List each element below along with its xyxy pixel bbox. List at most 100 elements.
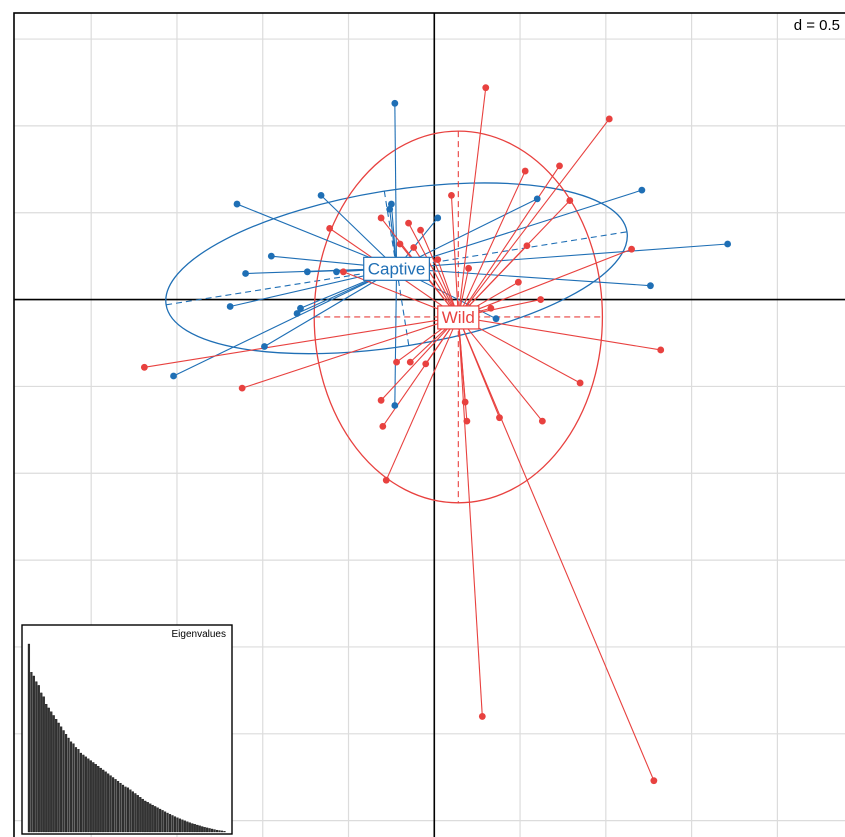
- eigenvalue-bar: [84, 756, 87, 833]
- eigenvalue-bar: [107, 773, 110, 833]
- axes: [14, 13, 845, 837]
- eigenvalue-bar: [206, 827, 209, 833]
- eigenvalue-bar: [45, 704, 48, 833]
- point-wild: [238, 384, 246, 392]
- point-captive: [317, 191, 325, 199]
- eigenvalue-bar: [173, 816, 177, 833]
- point-wild: [487, 304, 495, 312]
- point-captive: [303, 268, 311, 276]
- eigenvalue-bar: [37, 685, 40, 833]
- eigenvalue-bar: [141, 798, 144, 833]
- point-captive: [492, 315, 500, 323]
- eigenvalue-bar: [163, 811, 167, 833]
- spoke-wild: [457, 245, 528, 318]
- eigenvalue-bar: [121, 784, 125, 833]
- spoke-captive: [320, 194, 397, 269]
- eigenvalue-bar: [149, 803, 152, 833]
- eigenvalue-bar: [203, 827, 206, 833]
- eigenvalues-inset: Eigenvalues: [21, 624, 233, 835]
- spoke-wild: [457, 118, 610, 318]
- group-labels: Captive Wild: [363, 256, 480, 330]
- point-captive: [267, 252, 275, 260]
- eigenvalue-bar: [69, 741, 73, 833]
- eigenvalue-bar: [218, 830, 221, 833]
- eigenvalue-bar: [181, 819, 184, 833]
- eigenvalue-bar: [52, 715, 55, 833]
- eigenvalue-bar: [223, 831, 226, 833]
- eigenvalue-bar: [35, 681, 38, 833]
- eigenvalue-bar: [136, 795, 139, 833]
- eigenvalue-bar: [30, 672, 33, 833]
- spoke-wild: [385, 316, 459, 481]
- point-wild: [377, 396, 385, 404]
- point-wild: [463, 417, 471, 425]
- eigenvalue-bar: [116, 781, 120, 833]
- eigenvalue-bar: [139, 797, 142, 833]
- eigenvalue-bar: [188, 822, 191, 833]
- point-wild: [405, 219, 412, 227]
- spoke-wild: [457, 87, 487, 318]
- point-captive: [391, 99, 399, 107]
- eigenvalue-bar: [74, 747, 78, 833]
- point-wild: [382, 476, 390, 484]
- scale-label: d = 0.5: [794, 17, 840, 34]
- eigenvalue-bar: [178, 818, 182, 833]
- eigenvalue-bar: [166, 812, 169, 833]
- group-label-box-wild: [437, 305, 480, 330]
- spoke-wild: [241, 316, 459, 389]
- eigenvalue-bar: [196, 824, 199, 833]
- point-captive: [226, 303, 234, 310]
- point-wild: [576, 379, 584, 387]
- eigenvalue-bar: [114, 779, 117, 833]
- point-wild: [521, 167, 529, 175]
- eigenvalue-bar: [198, 825, 201, 833]
- point-wild: [657, 346, 665, 354]
- spoke-wild: [420, 229, 459, 318]
- eigenvalue-bar: [82, 754, 85, 833]
- point-captive: [297, 304, 304, 312]
- point-captive: [170, 372, 177, 380]
- point-captive: [724, 240, 732, 248]
- group-label-captive: Captive: [363, 256, 430, 281]
- eigenvalue-bar: [60, 726, 63, 833]
- eigenvalue-bar: [151, 804, 154, 833]
- eigenvalue-bar: [64, 734, 68, 833]
- eigenvalue-bar: [186, 821, 189, 833]
- points: [140, 84, 732, 785]
- point-wild: [461, 398, 469, 406]
- eigenvalue-bar: [119, 782, 122, 833]
- point-captive: [233, 200, 241, 208]
- eigenvalue-bar: [201, 826, 204, 833]
- eigenvalue-bar: [87, 758, 90, 833]
- eigenvalue-bar: [77, 749, 80, 833]
- eigenvalue-bar: [129, 789, 132, 833]
- eigenvalue-bar: [109, 775, 112, 833]
- eigenvalue-bar: [50, 711, 53, 833]
- point-wild: [326, 224, 334, 232]
- point-wild: [628, 245, 635, 253]
- point-captive: [293, 310, 301, 317]
- point-wild: [538, 417, 546, 425]
- point-wild: [496, 414, 503, 422]
- spoke-wild: [380, 316, 459, 401]
- grid: [14, 13, 845, 837]
- point-wild: [393, 358, 400, 366]
- group-label-text-wild: Wild: [442, 308, 475, 327]
- eigenvalue-bar: [40, 692, 43, 833]
- spoke-wild: [450, 195, 459, 317]
- point-captive: [638, 186, 646, 194]
- point-wild: [523, 242, 531, 250]
- eigenvalue-bar: [67, 737, 70, 833]
- point-captive: [391, 402, 399, 409]
- eigenvalue-bar: [89, 760, 92, 833]
- eigenvalue-bar: [47, 707, 50, 833]
- eigenvalue-bar: [171, 815, 174, 833]
- point-wild: [448, 191, 455, 199]
- eigenvalue-bar: [213, 829, 216, 833]
- point-wild: [410, 244, 418, 251]
- spoke-captive: [394, 103, 398, 269]
- point-wild: [434, 256, 442, 264]
- point-captive: [533, 195, 541, 203]
- eigenvalue-bar: [57, 722, 60, 833]
